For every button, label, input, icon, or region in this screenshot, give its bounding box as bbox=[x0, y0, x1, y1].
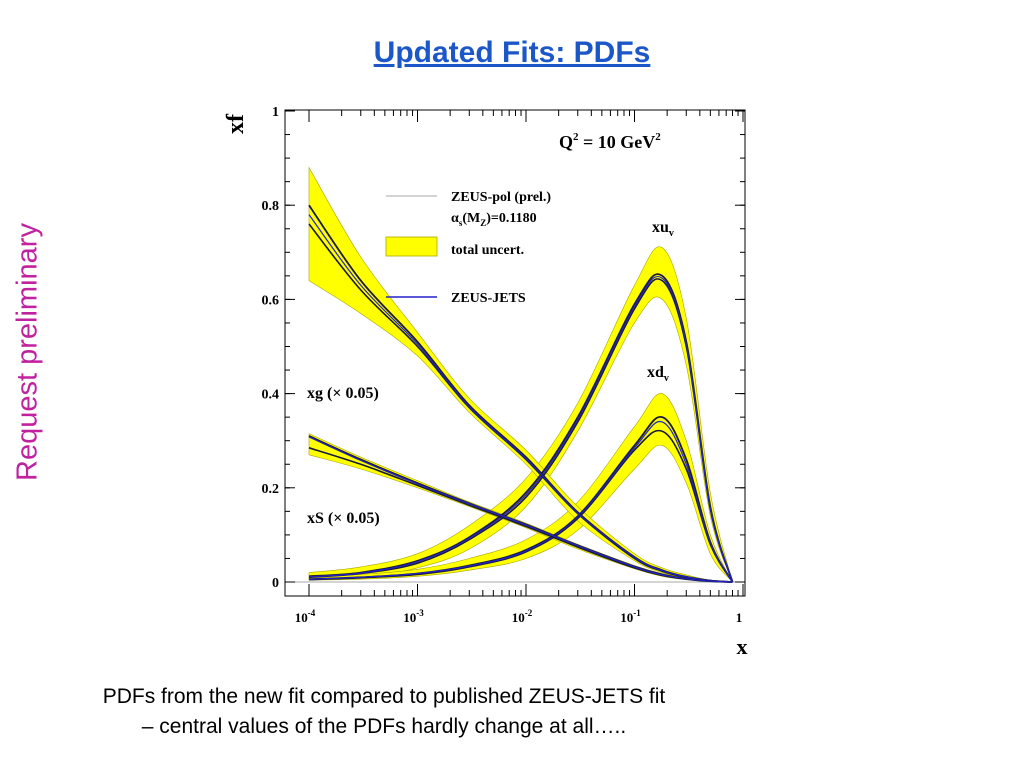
curve-jets-xdv bbox=[308, 420, 734, 583]
curve-label-xg: xg (× 0.05) bbox=[307, 385, 379, 402]
caption: PDFs from the new fit compared to publis… bbox=[0, 682, 768, 742]
curve-label-xuv: xuv bbox=[652, 219, 674, 239]
y-tick-label-0.8: 0.8 bbox=[262, 199, 280, 214]
y-axis-title: xf bbox=[223, 113, 249, 134]
curve-label-xdv: xdv bbox=[647, 364, 669, 384]
y-tick-label-0.4: 0.4 bbox=[262, 388, 280, 403]
y-tick-label-0.2: 0.2 bbox=[262, 482, 280, 497]
curve-label-xs: xS (× 0.05) bbox=[307, 510, 380, 527]
slide-title: Updated Fits: PDFs bbox=[373, 36, 651, 69]
x-tick-label-0: 10-4 bbox=[295, 608, 316, 625]
caption-line-1: PDFs from the new fit compared to publis… bbox=[102, 685, 666, 708]
x-tick-label-1: 10-3 bbox=[403, 608, 424, 625]
curve-jets-xuv bbox=[308, 276, 734, 583]
legend-jets-label: ZEUS-JETS bbox=[451, 291, 526, 306]
y-tick-label-1: 1 bbox=[272, 105, 279, 120]
caption-line-2: – central values of the PDFs hardly chan… bbox=[141, 715, 627, 738]
legend-alpha-s-label: αs(MZ)=0.1180 bbox=[451, 211, 537, 228]
legend-band-label: total uncert. bbox=[451, 243, 524, 258]
curve-jets-xg bbox=[308, 214, 733, 583]
legend-band-swatch bbox=[385, 236, 438, 257]
curve-jets-xs bbox=[308, 436, 733, 583]
x-tick-label-2: 10-2 bbox=[512, 608, 533, 625]
x-tick-label-4: 1 bbox=[736, 610, 743, 625]
y-tick-label-0: 0 bbox=[272, 576, 279, 591]
q2-annotation: Q2 = 10 GeV2 bbox=[559, 131, 661, 152]
x-axis-title: x bbox=[737, 634, 748, 659]
legend-pol-label: ZEUS-pol (prel.) bbox=[451, 190, 551, 205]
x-tick-label-3: 10-1 bbox=[620, 608, 641, 625]
y-tick-label-0.6: 0.6 bbox=[262, 293, 280, 308]
